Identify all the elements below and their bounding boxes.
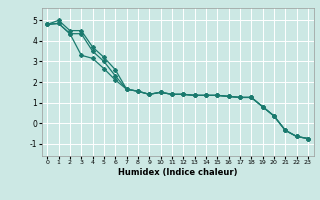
X-axis label: Humidex (Indice chaleur): Humidex (Indice chaleur) bbox=[118, 168, 237, 177]
